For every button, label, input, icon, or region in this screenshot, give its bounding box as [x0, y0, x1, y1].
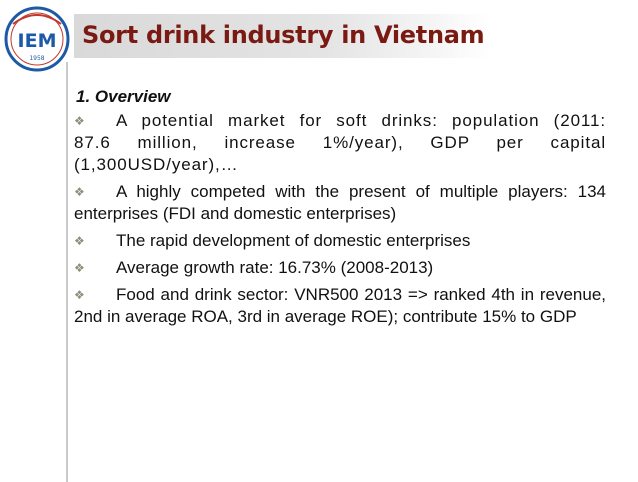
list-item: ❖ A potential market for soft drinks: pop… — [74, 110, 606, 176]
slide-title: Sort drink industry in Vietnam — [82, 21, 485, 49]
bullet-text: Food and drink sector: VNR500 2013 => ra… — [74, 285, 606, 326]
bullet-text: A highly competed with the present of mu… — [74, 182, 606, 223]
section-heading: 1. Overview — [76, 87, 171, 106]
bullet-text: Average growth rate: 16.73% (2008-2013) — [116, 258, 434, 277]
list-item: ❖ Food and drink sector: VNR500 2013 => r… — [74, 284, 606, 328]
list-item: ❖ Average growth rate: 16.73% (2008-2013) — [74, 257, 606, 279]
logo-text: IEM — [18, 30, 57, 52]
bullet-text: A potential market for soft drinks: popu… — [74, 111, 606, 174]
bullet-text: The rapid development of domestic enterp… — [116, 231, 471, 250]
divider-line — [66, 62, 68, 482]
list-item: ❖ A highly competed with the present of m… — [74, 181, 606, 225]
logo-year: 1958 — [29, 55, 44, 62]
bullet-list: ❖ A potential market for soft drinks: pop… — [74, 110, 606, 328]
diamond-bullet-icon: ❖ — [74, 185, 85, 199]
diamond-bullet-icon: ❖ — [74, 288, 85, 302]
diamond-bullet-icon: ❖ — [74, 114, 86, 128]
slide-content: 1. Overview ❖ A potential market for soft… — [74, 86, 606, 333]
iem-logo: IEM 1958 — [4, 6, 70, 72]
title-band — [74, 14, 490, 58]
diamond-bullet-icon: ❖ — [74, 261, 85, 275]
list-item: ❖ The rapid development of domestic enter… — [74, 230, 606, 252]
diamond-bullet-icon: ❖ — [74, 234, 85, 248]
